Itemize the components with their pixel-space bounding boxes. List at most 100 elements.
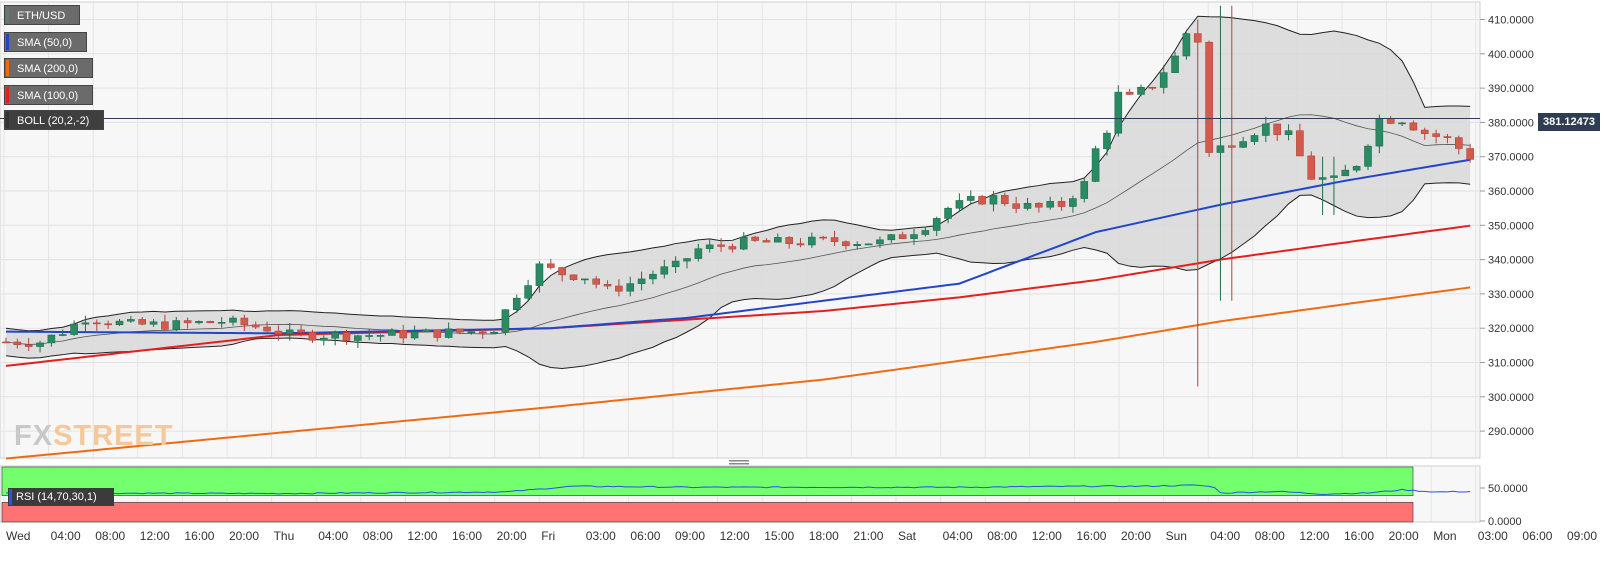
rsi-y-tick-label: 0.0000 [1488, 516, 1522, 528]
sma-100-line [5, 224, 1471, 367]
candle-body [1103, 132, 1111, 149]
candle-body [671, 260, 680, 268]
x-tick-label: 12:00 [1032, 529, 1062, 543]
watermark-fx: FX [14, 420, 54, 452]
candle-body [989, 195, 998, 205]
candle-body [683, 258, 691, 262]
legend-swatch [6, 87, 9, 103]
x-tick-label: 04:00 [943, 529, 973, 543]
y-tick-label: 310.0000 [1488, 358, 1534, 370]
legend-label: BOLL (20,2,-2) [17, 115, 90, 127]
legend-boll[interactable]: BOLL (20,2,-2) [4, 110, 104, 130]
candle-body [615, 285, 623, 292]
candle-body [1284, 130, 1293, 135]
candle-body [1228, 145, 1236, 148]
legend-swatch [6, 34, 9, 50]
x-tick-label: 16:00 [184, 529, 214, 543]
candle-body [853, 244, 862, 247]
candle-body [864, 243, 873, 246]
candle-body [1080, 181, 1089, 199]
x-tick-label: 16:00 [1344, 529, 1374, 543]
x-tick-label: 06:00 [1522, 529, 1552, 543]
candle-body [1398, 122, 1406, 125]
x-tick-label: 20:00 [1389, 529, 1419, 543]
candle-body [773, 237, 782, 243]
candle-body [808, 236, 816, 246]
candle-body [1455, 137, 1463, 149]
legend-swatch [9, 489, 12, 505]
rsi-overbought-zone [1, 466, 1414, 496]
candle-body [898, 234, 907, 239]
candle-body [444, 328, 453, 338]
legend-sma-50[interactable]: SMA (50,0) [4, 32, 87, 52]
candle-body [717, 244, 725, 247]
y-tick-label: 370.0000 [1488, 152, 1534, 164]
candle-body [149, 321, 158, 325]
candle-body [2, 341, 10, 344]
watermark-street: STREET [53, 420, 174, 452]
candle-body [524, 285, 532, 299]
candle-body [297, 329, 305, 333]
boll-lower-line [5, 182, 1471, 370]
legend-label: SMA (200,0) [17, 63, 79, 75]
candle-body [285, 329, 294, 335]
y-tick-label: 320.0000 [1488, 323, 1534, 335]
panel-resize-handle [729, 463, 749, 465]
candle-body [830, 237, 839, 242]
candle-body [490, 331, 498, 334]
y-tick-label: 360.0000 [1488, 186, 1534, 198]
candle-body [388, 329, 396, 336]
candle-body [1443, 136, 1452, 138]
candle-body [1341, 169, 1350, 177]
candle-body [649, 273, 657, 280]
candle-body [1250, 135, 1259, 142]
legend-eth-usd[interactable]: ETH/USD [4, 5, 80, 25]
candle-body [1466, 148, 1474, 160]
x-tick-label: 03:00 [586, 529, 616, 543]
x-tick-label: 20:00 [1121, 529, 1151, 543]
candle-body [944, 207, 952, 219]
legend-sma-100[interactable]: SMA (100,0) [4, 85, 93, 105]
candle-body [1420, 129, 1429, 134]
candle-body [70, 323, 78, 335]
legend-label: SMA (100,0) [17, 90, 79, 102]
candle-body [433, 329, 442, 338]
x-tick-label: 04:00 [1210, 529, 1240, 543]
candle-body [240, 317, 249, 326]
candle-body [467, 331, 476, 334]
x-tick-label: Fri [541, 529, 555, 543]
x-tick-label: Sun [1166, 529, 1187, 543]
candle-body [81, 322, 90, 325]
y-tick-label: 350.0000 [1488, 220, 1534, 232]
candle-body [138, 319, 146, 325]
candle-body [161, 321, 169, 330]
candle-body [660, 266, 669, 275]
candle-body [1273, 123, 1281, 135]
x-tick-label: 12:00 [720, 529, 750, 543]
y-tick-label: 380.0000 [1488, 117, 1534, 129]
legend-swatch [6, 112, 9, 128]
candle-body [399, 329, 408, 339]
legend-rsi[interactable]: RSI (14,70,30,1) [8, 488, 114, 506]
candle-body [1205, 41, 1213, 153]
candle-body [1364, 145, 1372, 167]
candle-body [1035, 202, 1043, 208]
candle-body [1012, 203, 1020, 209]
candle-body [13, 341, 22, 346]
candle-body [728, 246, 737, 250]
candle-body [1375, 118, 1384, 147]
rsi-oversold-zone [1, 502, 1414, 523]
candle-body [785, 237, 793, 244]
x-tick-label: Sat [898, 529, 917, 543]
legend-sma-200[interactable]: SMA (200,0) [4, 58, 93, 78]
candle-body [637, 278, 646, 284]
candle-body [217, 322, 226, 324]
rsi-line [5, 484, 1471, 495]
x-tick-label: Wed [6, 529, 30, 543]
y-tick-label: 290.0000 [1488, 426, 1534, 438]
y-tick-label: 410.0000 [1488, 15, 1534, 27]
candle-body [1193, 33, 1202, 43]
candle-body [501, 309, 510, 333]
candle-body [1137, 86, 1145, 95]
